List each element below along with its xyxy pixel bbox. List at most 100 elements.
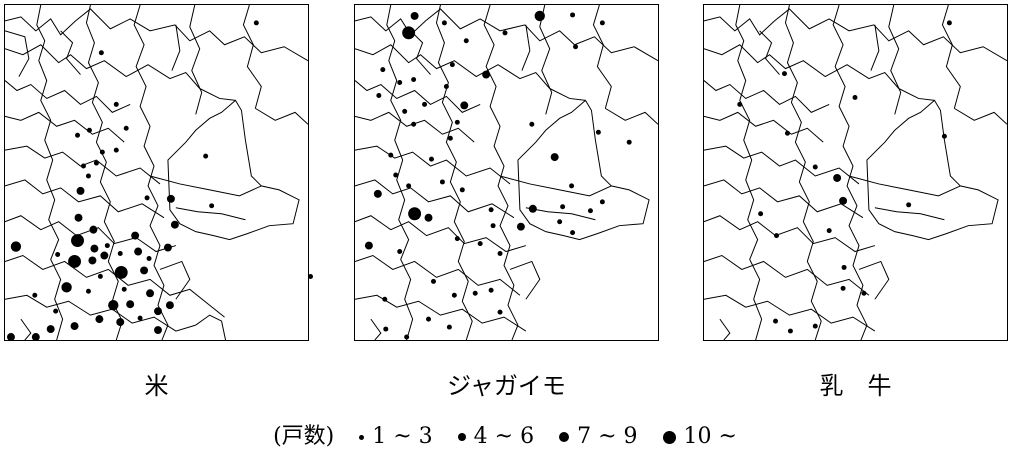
farm-dot xyxy=(397,249,403,255)
farm-dot xyxy=(841,264,847,270)
map-panel-potato xyxy=(354,4,659,341)
farm-dot xyxy=(550,153,559,162)
farm-dot xyxy=(839,196,848,205)
municipal-boundaries xyxy=(5,5,308,340)
farm-dot xyxy=(380,67,386,73)
potato-map-svg xyxy=(355,5,658,340)
farm-dot xyxy=(170,220,179,229)
farm-dot xyxy=(53,308,59,314)
farm-dot xyxy=(364,241,373,250)
farm-dot xyxy=(121,286,127,292)
farm-dot xyxy=(117,251,123,257)
farm-dot xyxy=(75,132,81,138)
farm-dot xyxy=(587,208,593,214)
map-label-potato: ジャガイモ xyxy=(447,372,566,400)
farm-dot xyxy=(86,127,92,133)
legend-dot-icon xyxy=(662,430,676,444)
farm-dot xyxy=(68,255,81,268)
legend: (戸数) 1 ~ 3 4 ~ 6 7 ~ 9 10 ~ xyxy=(0,418,1010,450)
farm-dot xyxy=(441,20,447,26)
farm-dot xyxy=(113,101,119,107)
farm-dot xyxy=(411,77,417,83)
legend-item-medium: 4 ~ 6 xyxy=(457,424,535,449)
farm-dot xyxy=(459,187,465,193)
farm-dot xyxy=(599,20,605,26)
farm-dot xyxy=(626,139,632,145)
farm-dot xyxy=(595,129,601,135)
farm-dot xyxy=(76,186,85,195)
farm-dot xyxy=(123,125,129,131)
farm-dot xyxy=(85,173,91,179)
farm-dot xyxy=(402,26,416,40)
farm-dot xyxy=(941,133,947,139)
farm-dot xyxy=(90,244,99,253)
farm-dot xyxy=(383,326,389,332)
farm-dot xyxy=(104,243,110,249)
farm-dot xyxy=(140,266,149,275)
farm-dot xyxy=(408,207,422,221)
farm-dot xyxy=(146,256,152,261)
farm-dot xyxy=(560,204,566,210)
farm-dot xyxy=(826,228,832,234)
farm-dot xyxy=(812,164,818,170)
farm-dot xyxy=(488,207,494,213)
farm-dot xyxy=(497,309,503,315)
farm-dot xyxy=(126,300,135,309)
farm-dot xyxy=(71,234,84,248)
farm-dot xyxy=(88,256,97,265)
farm-dot xyxy=(203,153,209,159)
farm-dot xyxy=(134,247,143,256)
farm-dot xyxy=(569,183,575,189)
farm-dot xyxy=(502,30,508,36)
farm-dot xyxy=(74,213,83,222)
legend-prefix: (戸数) xyxy=(273,424,335,449)
farm-dot xyxy=(529,121,535,127)
farm-dot xyxy=(6,333,15,340)
rice-map-svg xyxy=(5,5,308,340)
farm-dot xyxy=(93,160,99,166)
farm-dot xyxy=(113,147,119,153)
farm-dot xyxy=(840,285,846,291)
farm-dot xyxy=(439,179,445,185)
farm-dot xyxy=(573,44,579,50)
farm-dot xyxy=(852,94,858,100)
farm-dot xyxy=(154,307,162,316)
farm-dot xyxy=(430,278,436,284)
legend-dot-icon xyxy=(559,432,570,442)
farm-dot xyxy=(570,230,576,236)
farm-dot xyxy=(116,318,125,327)
farm-dot xyxy=(787,328,793,334)
farm-dot xyxy=(99,149,105,155)
farm-dot xyxy=(528,204,537,213)
farm-dot xyxy=(449,62,455,68)
farm-dot xyxy=(463,38,469,44)
farm-dot xyxy=(131,231,140,240)
farm-dot xyxy=(774,233,780,239)
farm-dot xyxy=(404,334,410,340)
farm-dot xyxy=(10,241,22,252)
farm-dot xyxy=(166,194,175,203)
municipal-boundaries xyxy=(704,5,1007,340)
farm-dot xyxy=(108,300,119,311)
farm-dot xyxy=(599,199,605,205)
farm-dot xyxy=(97,273,103,279)
farm-dot xyxy=(61,282,72,293)
farm-dot xyxy=(31,333,40,340)
farm-dot xyxy=(393,172,399,178)
farm-dot xyxy=(443,84,449,89)
map-panel-dairy xyxy=(703,4,1008,341)
farm-dot xyxy=(861,290,867,296)
legend-label: 4 ~ 6 xyxy=(473,424,535,449)
farm-dot xyxy=(497,251,503,257)
farm-dot xyxy=(946,20,952,26)
farm-dot xyxy=(85,288,91,294)
farm-dot xyxy=(146,289,155,298)
farm-dot xyxy=(781,71,787,77)
farm-dot xyxy=(253,20,259,26)
farm-dot xyxy=(472,290,478,296)
farm-dot xyxy=(410,11,419,20)
farm-dot xyxy=(388,152,394,158)
farm-dot xyxy=(490,223,496,229)
farm-dot xyxy=(402,108,408,114)
farm-dot xyxy=(534,10,545,22)
